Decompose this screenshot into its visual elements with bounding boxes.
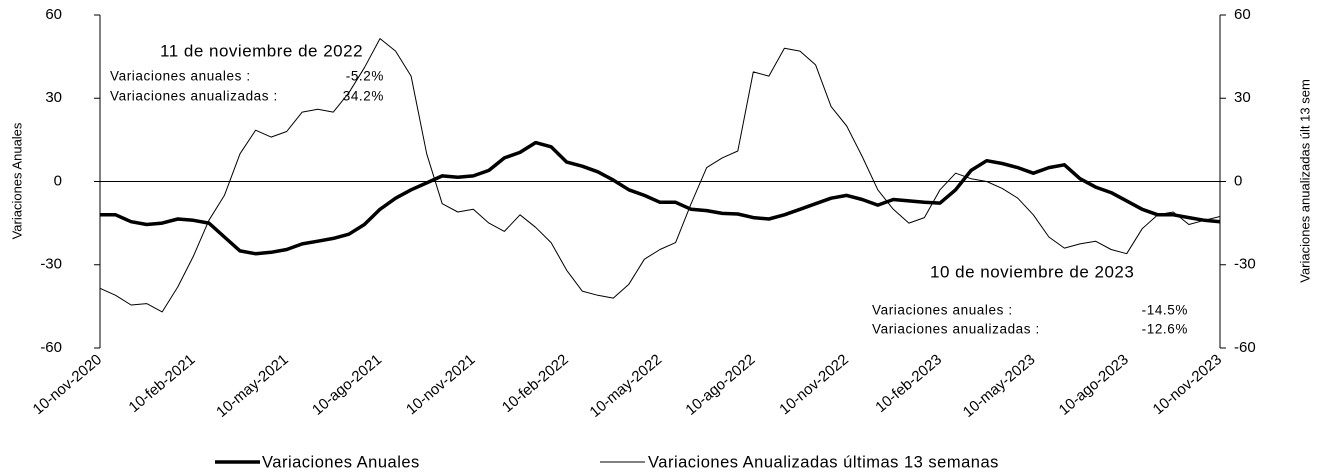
legend-label: Variaciones Anualizadas últimas 13 seman… — [648, 453, 999, 471]
x-tick-label: 10-may-2022 — [586, 351, 665, 421]
y-tick-label: -30 — [40, 256, 62, 273]
x-tick-label: 10-nov-2020 — [30, 351, 105, 418]
y-axis-label: Variaciones Anuales — [9, 122, 24, 239]
y-tick-label: 30 — [45, 89, 62, 106]
annotation-value: 34.2% — [343, 89, 384, 104]
annotation-title: 10 de noviembre de 2023 — [930, 262, 1134, 281]
series-line — [99, 38, 1221, 313]
x-tick-label: 10-ago-2023 — [1056, 351, 1132, 419]
annotation-value: -14.5% — [1142, 303, 1188, 318]
annotation-label: Variaciones anuales : — [872, 303, 1013, 318]
annotation-label: Variaciones anualizadas : — [110, 89, 278, 104]
x-tick-label: 10-feb-2023 — [872, 351, 945, 416]
y2-tick-label: 30 — [1234, 89, 1251, 106]
y-tick-label: 0 — [54, 172, 62, 189]
y-tick-label: 60 — [45, 6, 62, 23]
y2-tick-label: -60 — [1234, 339, 1256, 356]
legend-label: Variaciones Anuales — [262, 453, 420, 471]
annotation-label: Variaciones anualizadas : — [872, 322, 1040, 337]
annotation-title: 11 de noviembre de 2022 — [160, 41, 363, 60]
x-tick-label: 10-ago-2022 — [682, 351, 758, 419]
x-tick-label: 10-feb-2021 — [126, 351, 199, 416]
x-tick-label: 10-nov-2023 — [1150, 351, 1225, 418]
y2-tick-label: 0 — [1234, 172, 1242, 189]
y2-axis-label: Variaciones anualizadas últ 13 sem — [1297, 79, 1312, 283]
annotation-value: -12.6% — [1142, 322, 1188, 337]
y2-tick-label: -30 — [1234, 256, 1256, 273]
y2-tick-label: 60 — [1234, 6, 1251, 23]
x-tick-label: 10-may-2023 — [960, 351, 1039, 421]
x-tick-label: 10-nov-2022 — [776, 351, 851, 418]
x-tick-label: 10-ago-2021 — [309, 351, 385, 419]
x-tick-label: 10-feb-2022 — [499, 351, 572, 416]
y-tick-label: -60 — [40, 339, 62, 356]
x-tick-label: 10-may-2021 — [213, 351, 292, 421]
series-line — [100, 140, 1221, 256]
x-tick-label: 10-nov-2021 — [403, 351, 478, 418]
annotation-value: -5.2% — [346, 69, 384, 84]
annotation-label: Variaciones anuales : — [110, 69, 251, 84]
